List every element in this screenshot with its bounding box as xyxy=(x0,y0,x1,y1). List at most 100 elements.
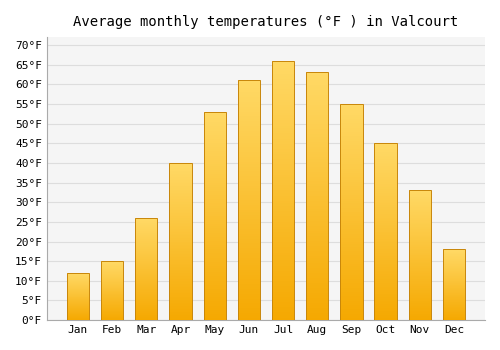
Bar xyxy=(101,292,123,293)
Bar xyxy=(238,186,260,188)
Bar xyxy=(67,312,89,313)
Bar xyxy=(170,218,192,219)
Bar xyxy=(374,288,396,290)
Bar xyxy=(408,268,431,270)
Bar xyxy=(67,302,89,303)
Bar xyxy=(272,219,294,222)
Bar xyxy=(135,267,158,268)
Bar xyxy=(340,225,362,227)
Bar xyxy=(238,277,260,279)
Bar xyxy=(170,204,192,205)
Bar xyxy=(374,177,396,178)
Bar xyxy=(408,249,431,250)
Bar xyxy=(101,291,123,292)
Bar xyxy=(306,139,328,142)
Bar xyxy=(101,297,123,298)
Bar xyxy=(408,299,431,301)
Bar xyxy=(272,255,294,258)
Bar xyxy=(272,118,294,120)
Bar xyxy=(135,284,158,285)
Bar xyxy=(238,116,260,119)
Bar xyxy=(67,316,89,317)
Bar xyxy=(408,237,431,238)
Bar xyxy=(340,117,362,119)
Bar xyxy=(408,317,431,319)
Bar xyxy=(306,122,328,125)
Bar xyxy=(238,121,260,124)
Bar xyxy=(67,310,89,311)
Bar xyxy=(67,306,89,307)
Bar xyxy=(204,216,226,218)
Bar xyxy=(238,224,260,226)
Bar xyxy=(340,145,362,147)
Bar xyxy=(340,275,362,277)
Bar xyxy=(374,318,396,320)
Bar xyxy=(374,198,396,200)
Bar xyxy=(101,317,123,318)
Bar xyxy=(135,234,158,235)
Bar xyxy=(306,184,328,187)
Bar xyxy=(340,247,362,249)
Bar xyxy=(443,311,465,312)
Bar xyxy=(135,261,158,262)
Bar xyxy=(306,169,328,171)
Bar xyxy=(238,246,260,248)
Bar xyxy=(306,206,328,209)
Bar xyxy=(135,257,158,258)
Bar xyxy=(170,298,192,300)
Bar xyxy=(306,172,328,174)
Bar xyxy=(306,97,328,100)
Bar xyxy=(101,285,123,286)
Bar xyxy=(340,156,362,158)
Bar xyxy=(408,198,431,200)
Bar xyxy=(443,302,465,303)
Bar xyxy=(443,283,465,284)
Bar xyxy=(238,128,260,131)
Bar xyxy=(306,157,328,159)
Bar xyxy=(170,207,192,209)
Bar xyxy=(204,272,226,274)
Bar xyxy=(67,305,89,306)
Bar xyxy=(204,160,226,162)
Bar xyxy=(170,191,192,193)
Bar xyxy=(340,199,362,201)
Bar xyxy=(272,310,294,312)
Bar xyxy=(101,267,123,268)
Bar xyxy=(443,289,465,290)
Bar xyxy=(374,164,396,166)
Bar xyxy=(238,133,260,135)
Bar xyxy=(272,284,294,286)
Bar xyxy=(170,273,192,274)
Bar xyxy=(67,278,89,279)
Bar xyxy=(340,195,362,197)
Bar xyxy=(238,219,260,222)
Bar xyxy=(204,210,226,212)
Bar xyxy=(67,289,89,290)
Bar xyxy=(204,155,226,158)
Bar xyxy=(204,191,226,193)
Bar xyxy=(306,199,328,201)
Bar xyxy=(67,285,89,286)
Bar xyxy=(340,279,362,281)
Bar xyxy=(101,318,123,319)
Bar xyxy=(306,293,328,295)
Bar xyxy=(306,236,328,238)
Bar xyxy=(340,143,362,145)
Bar xyxy=(408,292,431,293)
Bar xyxy=(101,288,123,289)
Bar xyxy=(170,216,192,218)
Bar xyxy=(204,120,226,122)
Bar xyxy=(306,105,328,107)
Bar xyxy=(67,290,89,291)
Bar xyxy=(306,114,328,117)
Bar xyxy=(135,277,158,278)
Bar xyxy=(170,219,192,221)
Bar xyxy=(101,293,123,294)
Bar xyxy=(340,147,362,149)
Bar xyxy=(408,215,431,216)
Bar xyxy=(238,267,260,270)
Bar xyxy=(408,245,431,246)
Bar xyxy=(238,152,260,155)
Bar xyxy=(101,308,123,309)
Bar xyxy=(408,311,431,312)
